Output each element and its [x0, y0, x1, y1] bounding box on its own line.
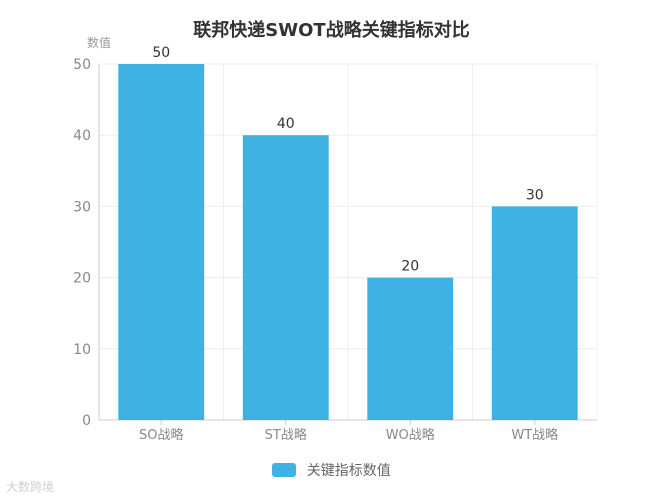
y-tick-label: 50 — [73, 57, 91, 73]
data-label: 40 — [277, 116, 295, 132]
y-tick-label: 40 — [73, 128, 91, 144]
bar[interactable] — [367, 277, 454, 420]
y-tick-label: 10 — [73, 342, 91, 358]
data-label: 30 — [526, 187, 544, 203]
y-axis-label: 数值 — [87, 36, 112, 50]
y-tick-label: 30 — [73, 199, 91, 215]
legend[interactable]: 关键指标数值 — [0, 460, 663, 480]
x-tick-label: SO战略 — [139, 427, 184, 443]
data-label: 20 — [401, 259, 419, 275]
legend-swatch — [272, 463, 297, 477]
bar[interactable] — [242, 135, 329, 420]
chart-title: 联邦快递SWOT战略关键指标对比 — [193, 20, 470, 41]
bar[interactable] — [118, 64, 205, 420]
watermark-logo: 大数跨境 — [6, 480, 55, 494]
x-tick-label: ST战略 — [265, 427, 307, 443]
bar[interactable] — [491, 206, 578, 420]
x-tick-label: WO战略 — [386, 427, 435, 443]
x-tick-label: WT战略 — [511, 427, 558, 443]
y-tick-label: 0 — [82, 413, 91, 429]
y-tick-label: 20 — [73, 271, 91, 287]
legend-label: 关键指标数值 — [306, 463, 391, 479]
data-label: 50 — [152, 45, 170, 61]
